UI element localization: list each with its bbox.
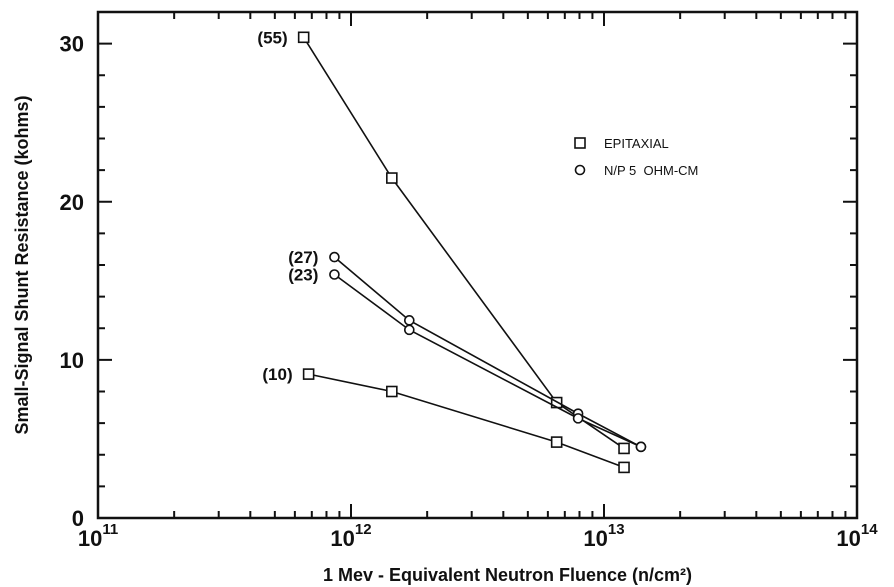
y-axis-label: Small-Signal Shunt Resistance (kohms) xyxy=(12,95,32,434)
series-label: (10) xyxy=(262,365,292,384)
x-tick-base: 10 xyxy=(330,526,354,551)
y-tick-label: 20 xyxy=(60,190,84,215)
series-layer: (55) (27)(23) (10) xyxy=(257,28,647,474)
series-line xyxy=(308,373,625,469)
square-marker xyxy=(618,461,630,474)
x-tick-exponent: 14 xyxy=(861,521,878,538)
x-axis-label: 1 Mev - Equivalent Neutron Fluence (n/cm… xyxy=(323,565,692,585)
y-tick-label: 10 xyxy=(60,348,84,373)
x-tick-exponent: 11 xyxy=(102,521,118,538)
legend-label: N/P 5 OHM-CM xyxy=(604,163,698,178)
y-tick-label: 30 xyxy=(60,32,84,57)
square-marker xyxy=(386,172,398,184)
circle-marker xyxy=(404,315,415,326)
x-tick-label: 1014 xyxy=(836,521,878,551)
x-tick-base: 10 xyxy=(836,526,860,551)
series-line xyxy=(333,273,642,448)
x-tick-label: 1012 xyxy=(330,521,371,551)
circle-marker xyxy=(329,251,340,263)
x-tick-base: 10 xyxy=(78,526,102,551)
square-marker xyxy=(302,368,315,380)
legend-square-marker xyxy=(574,137,586,149)
legend: EPITAXIAL N/P 5 OHM-CM xyxy=(574,136,698,178)
legend-label: EPITAXIAL xyxy=(604,136,669,151)
square-marker xyxy=(386,385,398,398)
series-label: (55) xyxy=(257,28,287,47)
square-marker xyxy=(618,442,630,455)
series-label: (23) xyxy=(288,265,318,284)
circle-marker xyxy=(329,269,340,280)
series-line xyxy=(333,256,642,448)
square-marker xyxy=(550,436,563,448)
series-line xyxy=(302,36,625,450)
square-marker xyxy=(297,31,310,44)
x-tick-exponent: 13 xyxy=(608,521,625,538)
circle-marker xyxy=(635,441,647,453)
x-tick-label: 1011 xyxy=(78,521,118,551)
y-axis-ticks: 0 10 20 30 xyxy=(60,11,857,531)
circle-marker xyxy=(404,324,415,336)
x-tick-label: 1013 xyxy=(583,521,624,551)
x-tick-base: 10 xyxy=(583,526,607,551)
series-label: (27) xyxy=(288,248,318,267)
x-tick-exponent: 12 xyxy=(355,521,372,538)
legend-circle-marker xyxy=(574,164,586,176)
y-tick-label: 0 xyxy=(72,506,84,531)
x-axis-ticks: 1011 1012 1013 1014 xyxy=(78,12,878,551)
plot-frame xyxy=(96,10,859,520)
circle-marker xyxy=(572,413,584,424)
